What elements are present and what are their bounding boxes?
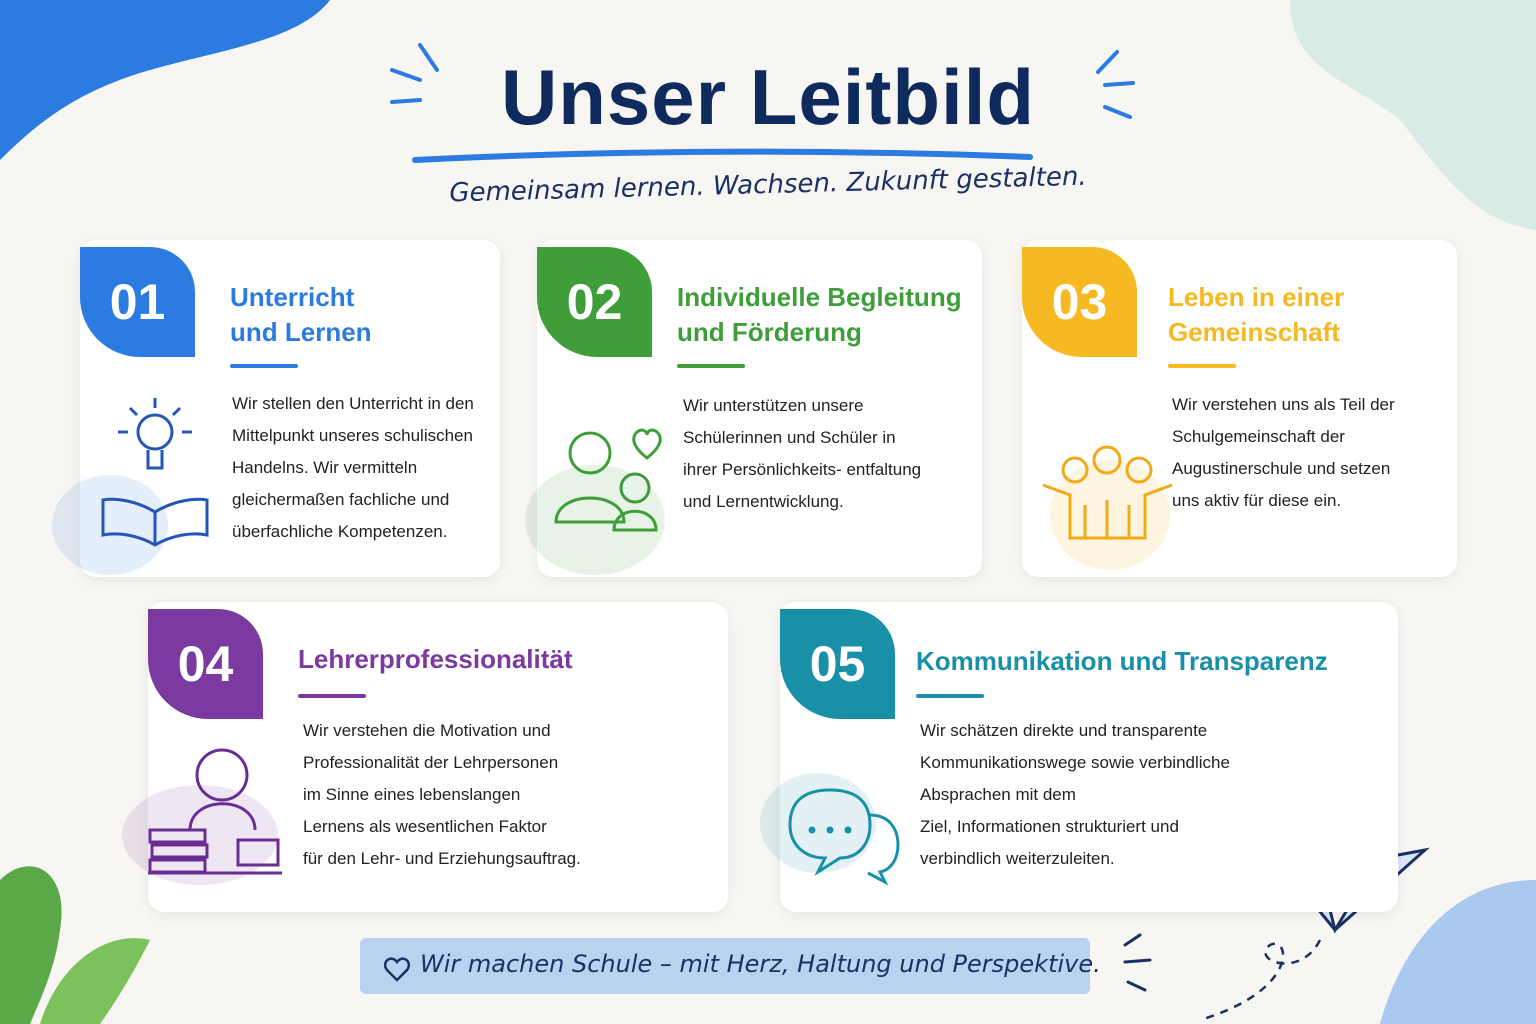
card-text-line: überfachliche Kompetenzen.: [232, 522, 448, 541]
card-text-line: verbindlich weiterzuleiten.: [920, 849, 1115, 868]
title-underline: [298, 694, 366, 698]
card-number: 04: [148, 609, 263, 719]
card-text-line: und Lernentwicklung.: [683, 492, 844, 511]
card-number: 02: [537, 247, 652, 357]
card-title: Kommunikation und Transparenz: [916, 644, 1328, 679]
card-text: Wir verstehen uns als Teil der Schulgemei…: [1172, 389, 1395, 517]
card-title-line: Individuelle Begleitung: [677, 282, 962, 312]
card-title-line: Lehrerprofessionalität: [298, 644, 573, 674]
card-text-line: Schulgemeinschaft der: [1172, 427, 1345, 446]
card-number: 03: [1022, 247, 1137, 357]
card-text-line: gleichermaßen fachliche und: [232, 490, 450, 509]
title-underline: [230, 364, 298, 368]
card-title: Leben in einer Gemeinschaft: [1168, 280, 1344, 350]
card-number: 05: [780, 609, 895, 719]
card-text-line: Lernens als wesentlichen Faktor: [303, 817, 547, 836]
card-text-line: Wir verstehen uns als Teil der: [1172, 395, 1395, 414]
card: 05 Kommunikation und Transparenz Wir schät…: [780, 602, 1398, 912]
card-title-line: Unterricht: [230, 282, 355, 312]
card-title-line: und Förderung: [677, 317, 862, 347]
card-text: Wir verstehen die Motivation und Professi…: [303, 715, 581, 875]
card-text-line: uns aktiv für diese ein.: [1172, 491, 1342, 510]
card-title: Unterricht und Lernen: [230, 280, 372, 350]
card-title: Lehrerprofessionalität: [298, 642, 573, 677]
card-text-line: Ziel, Informationen strukturiert und: [920, 817, 1179, 836]
card: 03 Leben in einer Gemeinschaft Wir verstehe…: [1022, 240, 1457, 577]
footer-motto: Wir machen Schule – mit Herz, Haltung un…: [420, 950, 1101, 978]
card-text-line: Wir verstehen die Motivation und: [303, 721, 551, 740]
card: 01 Unterricht und Lernen Wir stellen den Un…: [80, 240, 500, 577]
page-title: Unser Leitbild: [500, 53, 1036, 141]
card-text-line: Kommunikationswege sowie verbindliche: [920, 753, 1230, 772]
card-text: Wir stellen den Unterricht in den Mittelp…: [232, 388, 474, 548]
card-text-line: Professionalität der Lehrpersonen: [303, 753, 559, 772]
card-text-line: Augustinerschule und setzen: [1172, 459, 1391, 478]
card-text: Wir unterstützen unsere Schülerinnen und …: [683, 390, 921, 518]
title-underline: [916, 694, 984, 698]
card-text-line: Handelns. Wir vermitteln: [232, 458, 418, 477]
card: 04 Lehrerprofessionalität Wir verstehen di…: [148, 602, 728, 912]
card-title-line: Gemeinschaft: [1168, 317, 1340, 347]
card-text-line: Wir schätzen direkte und transparente: [920, 721, 1208, 740]
card-text-line: Mittelpunkt unseres schulischen: [232, 426, 473, 445]
card-text-line: Wir stellen den Unterricht in den: [232, 394, 474, 413]
title-underline: [677, 364, 745, 368]
card-number: 01: [80, 247, 195, 357]
card-text-line: ihrer Persönlichkeits- entfaltung: [683, 460, 922, 479]
card-title-line: und Lernen: [230, 317, 372, 347]
card-text-line: im Sinne eines lebenslangen: [303, 785, 521, 804]
title-underline: [1168, 364, 1236, 368]
card-text-line: für den Lehr- und Erziehungsauftrag.: [303, 849, 581, 868]
card-title-line: Leben in einer: [1168, 282, 1345, 312]
card-title-line: Kommunikation und Transparenz: [916, 646, 1328, 676]
card-text: Wir schätzen direkte und transparente Kom…: [920, 715, 1230, 875]
card: 02 Individuelle Begleitung und Förderung Wi…: [537, 240, 982, 577]
card-title: Individuelle Begleitung und Förderung: [677, 280, 962, 350]
card-text-line: Schülerinnen und Schüler in: [683, 428, 896, 447]
card-text-line: Absprachen mit dem: [920, 785, 1076, 804]
card-text-line: Wir unterstützen unsere: [683, 396, 864, 415]
